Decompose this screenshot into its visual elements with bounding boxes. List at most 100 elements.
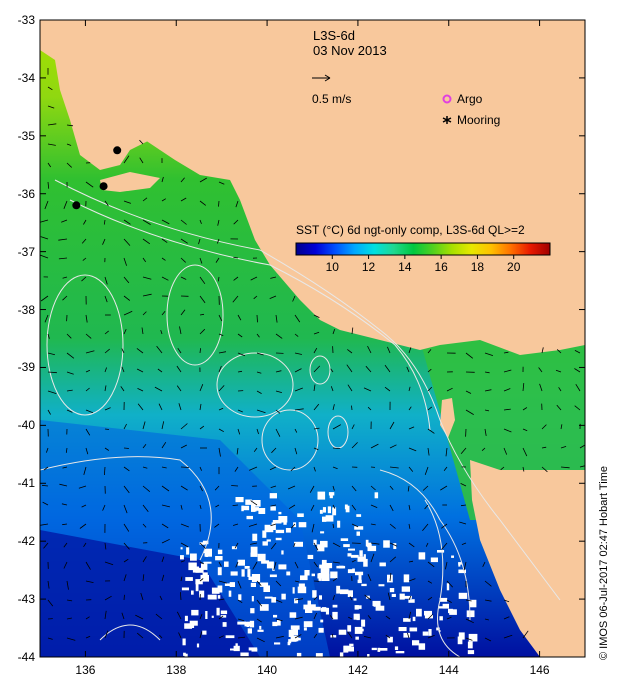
cloud-pixel (303, 627, 307, 631)
current-vector (47, 599, 54, 607)
current-vector (250, 276, 258, 281)
current-vector (104, 385, 107, 392)
current-vector (331, 633, 334, 639)
current-vector (180, 423, 188, 430)
cloud-pixel (231, 546, 237, 550)
current-vector (313, 384, 316, 392)
current-vectors (40, 68, 585, 643)
current-vector (83, 542, 87, 548)
cloud-pixel (363, 554, 366, 562)
current-vector (522, 630, 529, 639)
cloud-pixel (230, 648, 237, 651)
current-vector (199, 425, 205, 430)
cloud-pixel (199, 590, 205, 598)
current-vector (61, 503, 68, 506)
current-vector (408, 447, 417, 452)
current-vector (85, 369, 91, 373)
cloud-pixel (365, 539, 369, 547)
cloud-pixel (182, 638, 186, 646)
cloud-pixel (290, 625, 300, 630)
cloud-pixel (347, 569, 354, 574)
colorbar-tick-label: 20 (507, 260, 521, 274)
current-vector (290, 466, 296, 472)
cloud-pixel (393, 543, 397, 549)
current-vector (160, 329, 163, 335)
current-vector (47, 637, 53, 640)
current-vector (275, 409, 281, 414)
cloud-pixel (315, 653, 323, 657)
current-vector (313, 466, 316, 472)
current-vector (503, 408, 511, 411)
current-vector (218, 407, 224, 411)
current-vector (294, 314, 301, 323)
cloud-pixel (409, 627, 418, 632)
current-vector (482, 561, 486, 567)
current-vector (104, 447, 110, 451)
current-vector (445, 447, 448, 457)
cloud-pixel (340, 589, 349, 595)
current-vector (237, 314, 242, 321)
current-vector (250, 542, 258, 545)
current-vector (367, 406, 372, 411)
current-vector (313, 447, 319, 451)
current-vector (161, 421, 165, 430)
cloud-pixel (321, 569, 325, 574)
cloud-pixel (332, 604, 338, 608)
current-vector (66, 580, 69, 590)
current-vector (440, 485, 448, 491)
current-vector (40, 236, 49, 240)
current-vector (85, 409, 94, 414)
current-vector (275, 580, 282, 587)
current-vector (236, 447, 239, 455)
current-vector (539, 383, 543, 392)
current-vector (329, 615, 334, 620)
current-vector (85, 616, 90, 620)
current-vector (199, 578, 204, 582)
current-vector (367, 574, 372, 582)
current-vector (47, 181, 50, 189)
current-vector (159, 634, 163, 639)
cloud-pixel (317, 573, 327, 579)
current-vector (142, 523, 147, 528)
current-vector (313, 314, 320, 318)
cloud-pixel (324, 563, 333, 569)
cloud-pixel (263, 585, 270, 592)
cloud-pixel (199, 542, 206, 545)
current-vector (235, 200, 239, 208)
current-vector (85, 635, 91, 639)
current-vector (123, 594, 125, 601)
current-vector (332, 504, 336, 509)
map-body (40, 20, 585, 657)
current-vector (522, 428, 528, 432)
cloud-pixel (356, 514, 362, 517)
current-vector (427, 447, 430, 456)
current-vector (218, 200, 220, 207)
current-vector (484, 389, 492, 392)
cloud-pixel (191, 590, 194, 595)
current-vector (560, 466, 570, 469)
current-vector (161, 276, 169, 281)
current-vector (120, 386, 125, 392)
current-vector (123, 423, 127, 430)
cloud-pixel (320, 619, 324, 623)
current-vector (123, 558, 129, 563)
current-vector (460, 483, 467, 487)
current-vector (313, 612, 317, 620)
current-vector (123, 310, 133, 316)
current-vector (541, 424, 547, 430)
current-vector (363, 387, 372, 392)
cloud-pixel (416, 608, 422, 617)
current-vector (123, 219, 131, 225)
current-vector (235, 561, 239, 568)
lon-tick-label: 140 (257, 663, 278, 677)
cloud-pixel (451, 555, 454, 558)
mooring-marker (113, 146, 122, 155)
current-vector (313, 427, 320, 430)
current-vector (256, 599, 263, 607)
current-vector (104, 610, 107, 620)
current-vector (465, 618, 474, 624)
lat-tick-label: -39 (17, 360, 35, 375)
cloud-pixel (216, 607, 220, 616)
current-vector (180, 238, 188, 244)
